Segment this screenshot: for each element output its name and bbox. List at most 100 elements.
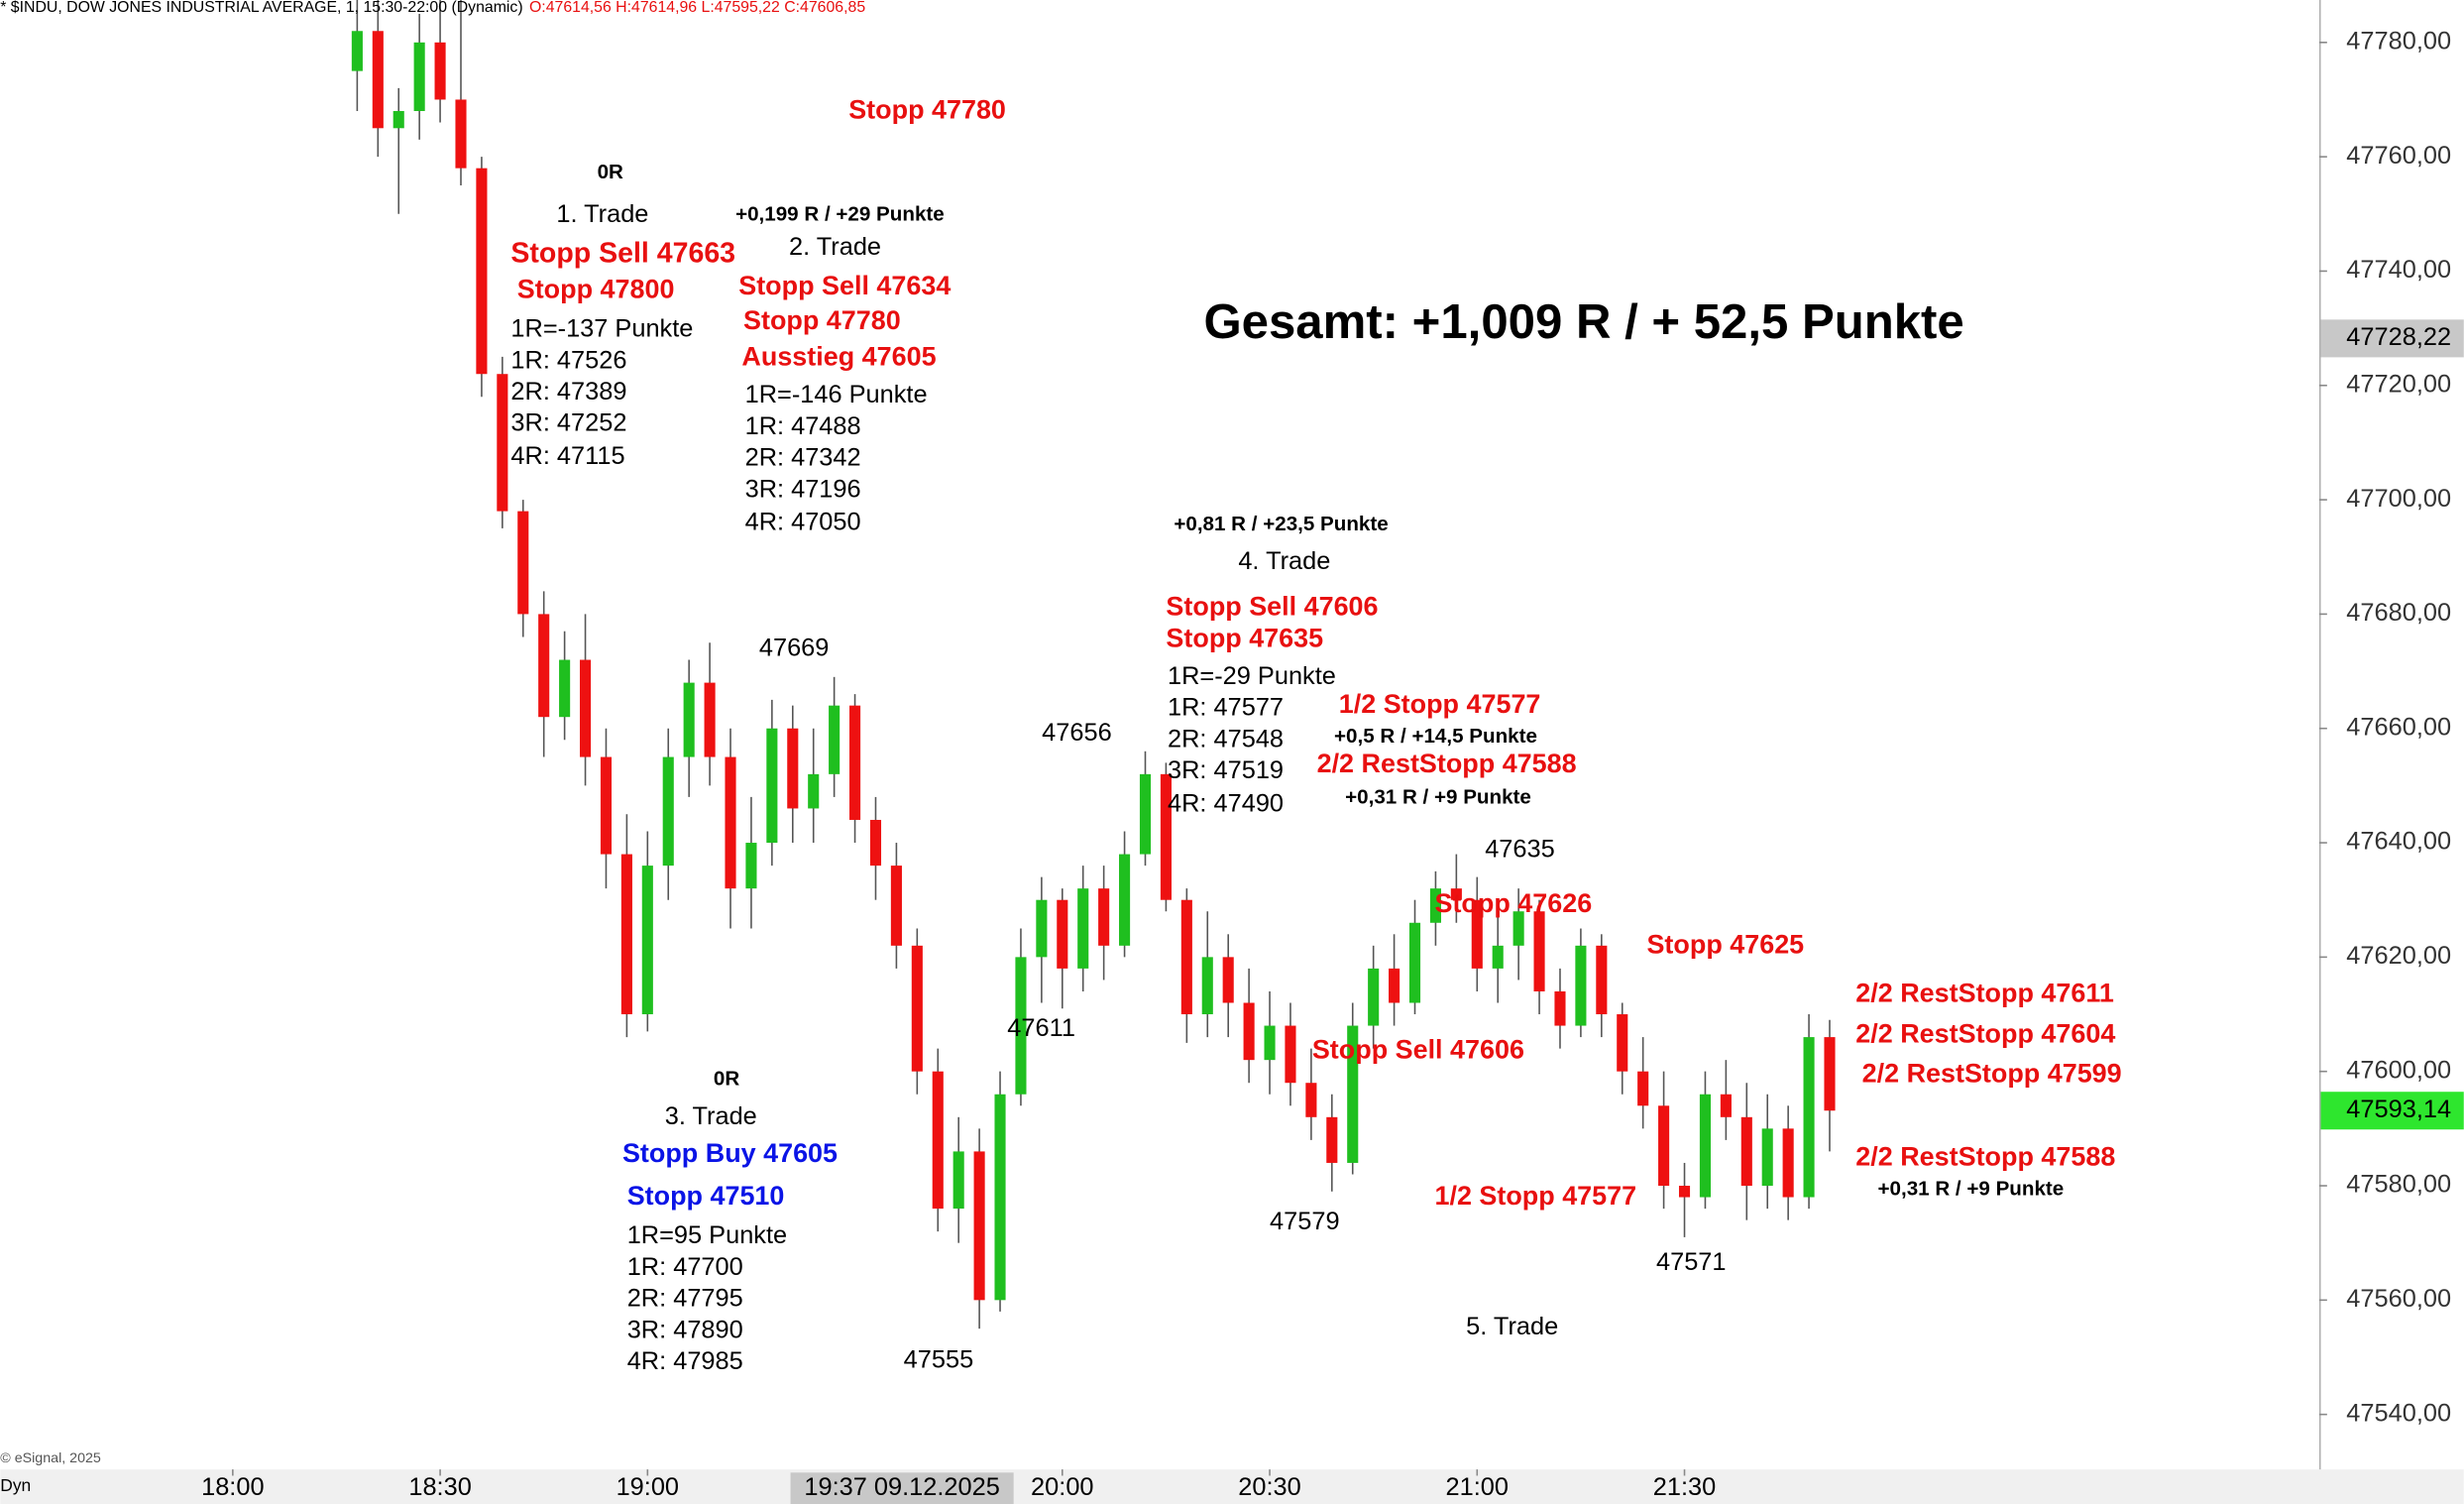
- candle-body: [1699, 1094, 1711, 1198]
- axes: 47540,00 47560,00 47580,00 47600,00 47620,00…: [201, 28, 2464, 1504]
- candle-body: [1512, 911, 1524, 946]
- annotation: +0,5 R / +14,5 Punkte: [1334, 725, 1537, 748]
- y-tick-label: 47720,00: [2346, 370, 2451, 398]
- annotation: Stopp Buy 47605: [622, 1138, 838, 1168]
- annotation: 2R: 47389: [510, 378, 626, 405]
- candle-body: [1575, 945, 1587, 1026]
- annotation: Stopp Sell 47606: [1166, 592, 1378, 622]
- annotation: Stopp 47626: [1434, 888, 1592, 918]
- candle-body: [579, 659, 592, 757]
- candle-body: [1678, 1186, 1691, 1198]
- x-tick-label: 18:30: [408, 1473, 471, 1501]
- annotation: 2R: 47548: [1168, 725, 1284, 752]
- candle-body: [994, 1094, 1006, 1301]
- candle-body: [1740, 1116, 1752, 1187]
- candle-body: [497, 374, 508, 512]
- x-tick-label: 21:00: [1446, 1473, 1509, 1501]
- candle-body: [1761, 1128, 1773, 1187]
- candle-body: [476, 168, 488, 375]
- y-tick-label: 47620,00: [2346, 942, 2451, 970]
- candle-body: [725, 756, 736, 889]
- annotation: 47669: [759, 634, 830, 661]
- annotation: Stopp Sell 47606: [1312, 1035, 1524, 1065]
- candle-body: [1824, 1037, 1836, 1111]
- candle-body: [1408, 922, 1421, 1003]
- candle-body: [434, 42, 446, 100]
- annotation: 1R=-29 Punkte: [1168, 662, 1336, 690]
- crosshair-box: [790, 1472, 1014, 1504]
- annotation: 0R: [598, 161, 623, 183]
- annotations: Stopp 47780 0R 1. Trade +0,199 R / +29 Punk…: [510, 95, 2121, 1375]
- annotation: +0,199 R / +29 Punkte: [735, 203, 945, 226]
- annotation: Stopp 47800: [517, 274, 675, 303]
- annotation: 1. Trade: [556, 200, 648, 228]
- annotation: Stopp 47625: [1646, 929, 1804, 959]
- annotation: 4. Trade: [1238, 547, 1330, 575]
- price-label-box: [2320, 1092, 2464, 1130]
- annotation: 2/2 RestStopp 47599: [1862, 1058, 2122, 1088]
- candle-body: [1201, 957, 1213, 1015]
- candle-body: [1326, 1116, 1338, 1163]
- candle-body: [869, 819, 882, 867]
- x-tick-label: 20:30: [1238, 1473, 1300, 1501]
- annotation: 47571: [1656, 1248, 1727, 1276]
- crosshair-label: 19:37 09.12.2025: [804, 1473, 999, 1501]
- candle-body: [1285, 1025, 1296, 1084]
- candle-body: [1098, 888, 1110, 946]
- candle-body: [849, 705, 861, 820]
- candle-body: [1264, 1025, 1276, 1061]
- annotation: 3R: 47890: [627, 1316, 743, 1343]
- y-tick-label: 47640,00: [2346, 828, 2451, 856]
- candle-body: [1368, 968, 1380, 1026]
- header-ohlc: O:47614,56 H:47614,96 L:47595,22 C:47606…: [529, 0, 865, 16]
- annotation: 4R: 47490: [1168, 789, 1284, 817]
- annotation: Gesamt: +1,009 R / + 52,5 Punkte: [1203, 295, 1963, 349]
- candle-body: [1077, 888, 1089, 969]
- annotation: 5. Trade: [1466, 1313, 1558, 1340]
- annotation: 1R=-137 Punkte: [510, 315, 693, 343]
- x-tick-label: 20:00: [1031, 1473, 1093, 1501]
- candle-body: [392, 110, 404, 129]
- chart-header: * $INDU, DOW JONES INDUSTRIAL AVERAGE, 1…: [0, 0, 865, 16]
- x-tick-label: 21:30: [1653, 1473, 1716, 1501]
- candle-body: [1450, 888, 1462, 900]
- candle-body: [1243, 1002, 1255, 1061]
- annotation: Ausstieg 47605: [741, 342, 936, 372]
- candle-body: [1160, 773, 1172, 900]
- candle-body: [372, 31, 384, 129]
- candle-body: [1139, 773, 1152, 855]
- price-label: 47593,14: [2346, 1096, 2451, 1123]
- candle-body: [559, 659, 571, 718]
- candle-body: [1471, 899, 1483, 969]
- candle-body: [413, 42, 425, 111]
- candle-body: [641, 866, 653, 1015]
- candle-body: [1057, 899, 1068, 969]
- y-tick-label: 47540,00: [2346, 1399, 2451, 1427]
- y-tick-label: 47580,00: [2346, 1171, 2451, 1199]
- candle-body: [620, 854, 632, 1015]
- candle-body: [1015, 957, 1027, 1095]
- annotation: 3R: 47196: [745, 475, 861, 503]
- annotation: 0R: [714, 1067, 739, 1090]
- header-symbol: * $INDU, DOW JONES INDUSTRIAL AVERAGE, 1…: [0, 0, 522, 16]
- copyright: © eSignal, 2025: [0, 1450, 101, 1466]
- annotation: 3R: 47252: [510, 409, 626, 437]
- candle-body: [1554, 990, 1566, 1026]
- annotation: +0,81 R / +23,5 Punkte: [1174, 513, 1388, 535]
- candle-body: [1305, 1083, 1317, 1117]
- x-tick-label: 18:00: [201, 1473, 264, 1501]
- annotation: 2R: 47795: [627, 1285, 743, 1313]
- annotation: Stopp 47635: [1166, 623, 1323, 652]
- candle-body: [600, 756, 613, 855]
- annotation: 2/2 RestStopp 47611: [1855, 979, 2114, 1008]
- annotation: 47611: [1007, 1014, 1075, 1042]
- candle-body: [808, 773, 820, 809]
- candle-body: [1637, 1071, 1649, 1106]
- annotation: 1R: 47488: [745, 412, 861, 440]
- y-tick-label: 47680,00: [2346, 599, 2451, 627]
- plot-area: [351, 0, 1836, 1330]
- annotation: 2. Trade: [789, 233, 881, 261]
- candle-body: [538, 614, 550, 718]
- candle-body: [517, 511, 529, 615]
